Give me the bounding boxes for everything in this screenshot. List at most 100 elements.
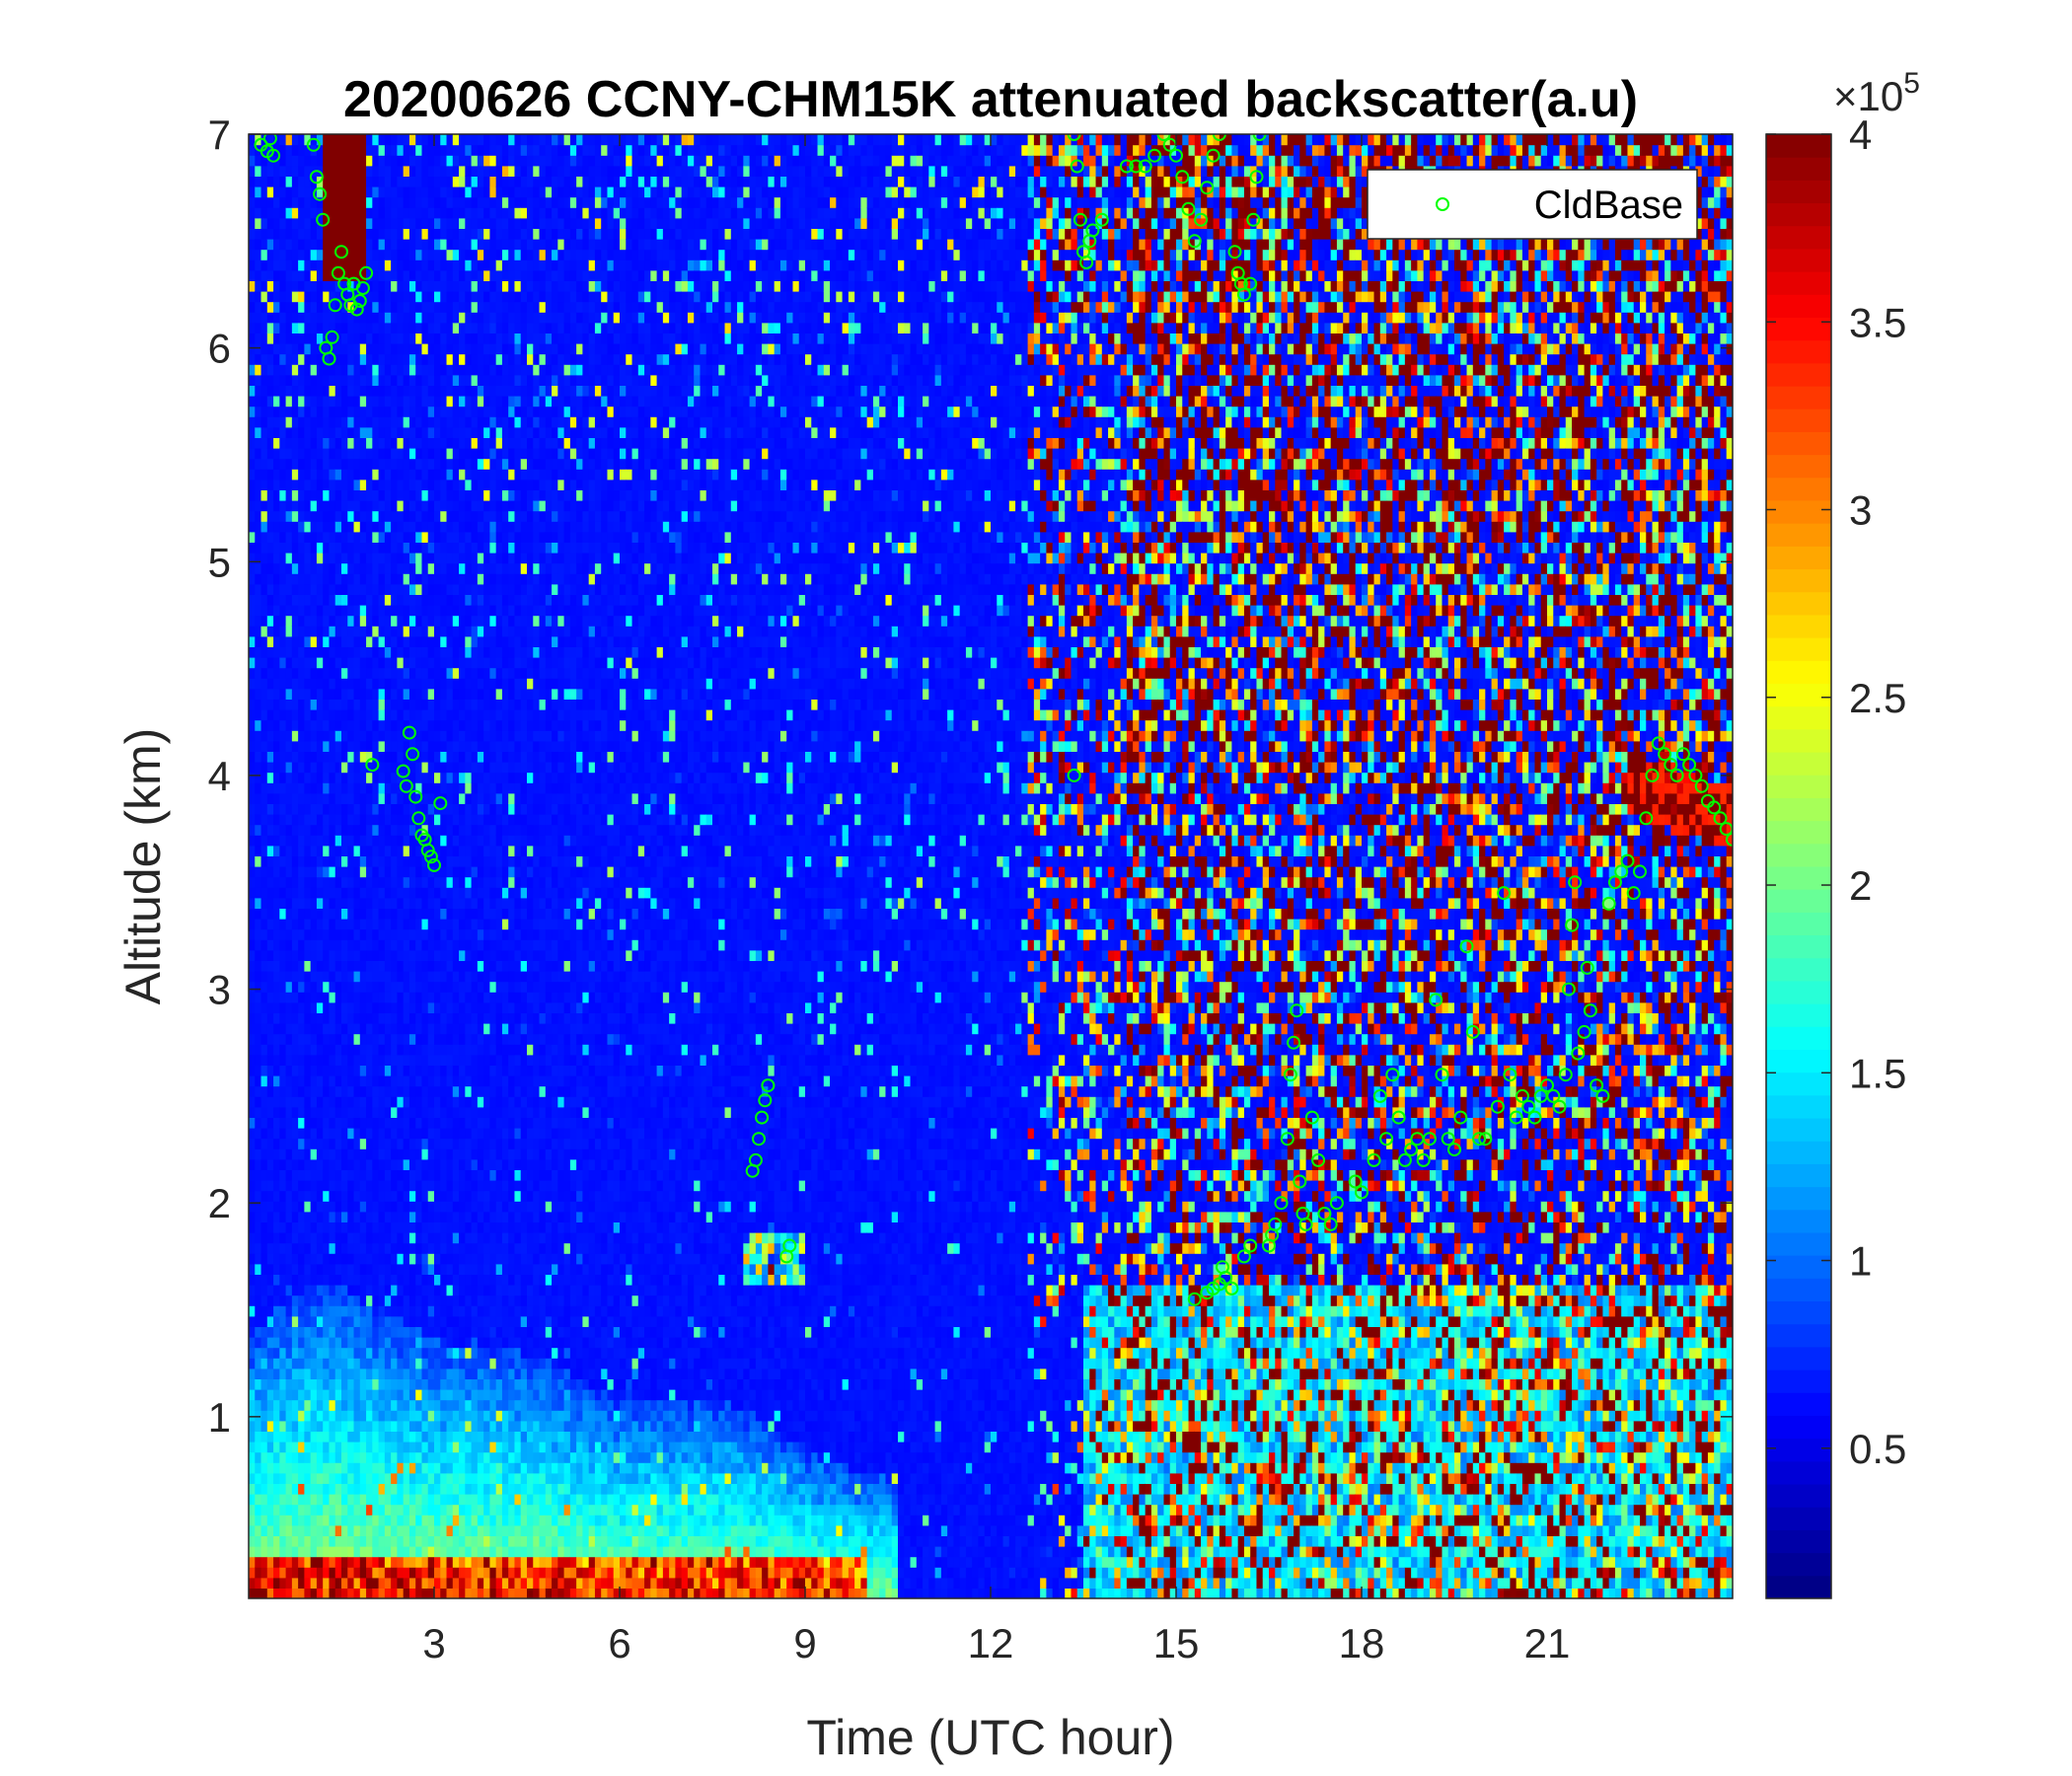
heatmap-cell	[409, 1546, 416, 1557]
heatmap-cell	[311, 1117, 318, 1128]
heatmap-cell	[279, 1557, 286, 1568]
heatmap-cell	[323, 846, 330, 856]
heatmap-cell	[279, 657, 286, 668]
heatmap-cell	[329, 782, 335, 793]
heatmap-cell	[385, 354, 392, 365]
heatmap-cell	[447, 511, 454, 522]
heatmap-cell	[415, 1567, 422, 1578]
heatmap-cell	[323, 939, 330, 950]
heatmap-cell	[249, 1546, 256, 1557]
heatmap-cell	[447, 1494, 454, 1505]
heatmap-cell	[298, 730, 305, 741]
heatmap-cell	[379, 1348, 386, 1359]
heatmap-cell	[360, 1191, 367, 1202]
heatmap-cell	[354, 1107, 361, 1118]
heatmap-cell	[298, 1400, 305, 1411]
heatmap-cell	[465, 1295, 472, 1306]
heatmap-cell	[440, 448, 447, 459]
heatmap-cell	[409, 887, 416, 898]
heatmap-cell	[415, 542, 422, 553]
heatmap-cell	[354, 448, 361, 459]
heatmap-cell	[453, 1034, 460, 1045]
heatmap-cell	[385, 1326, 392, 1337]
heatmap-cell	[255, 668, 261, 679]
heatmap-cell	[335, 1316, 342, 1327]
heatmap-cell	[404, 1567, 410, 1578]
heatmap-cell	[279, 992, 286, 1002]
heatmap-cell	[273, 782, 280, 793]
heatmap-cell	[335, 1201, 342, 1212]
heatmap-cell	[421, 259, 428, 270]
heatmap-cell	[366, 385, 373, 396]
heatmap-cell	[347, 793, 354, 804]
heatmap-cell	[366, 1337, 373, 1348]
heatmap-cell	[292, 1107, 299, 1118]
heatmap-cell	[304, 1295, 311, 1306]
heatmap-cell	[428, 751, 435, 762]
heatmap-cell	[354, 1578, 361, 1589]
heatmap-cell	[447, 259, 454, 270]
heatmap-cell	[286, 1295, 293, 1306]
heatmap-cell	[397, 584, 404, 595]
heatmap-cell	[379, 1274, 386, 1285]
heatmap-cell	[360, 489, 367, 500]
heatmap-cell	[397, 814, 404, 825]
heatmap-cell	[267, 1148, 274, 1159]
heatmap-cell	[428, 762, 435, 773]
heatmap-cell	[428, 1483, 435, 1494]
heatmap-cell	[354, 814, 361, 825]
heatmap-cell	[279, 553, 286, 563]
heatmap-cell	[404, 176, 410, 186]
heatmap-cell	[447, 1462, 454, 1473]
heatmap-cell	[279, 835, 286, 846]
heatmap-cell	[434, 1055, 441, 1066]
heatmap-cell	[366, 333, 373, 343]
heatmap-cell	[428, 145, 435, 156]
heatmap-cell	[273, 1389, 280, 1400]
heatmap-cell	[421, 489, 428, 500]
heatmap-cell	[409, 1075, 416, 1086]
heatmap-cell	[354, 992, 361, 1002]
heatmap-cell	[428, 427, 435, 438]
heatmap-cell	[434, 950, 441, 961]
heatmap-cell	[249, 197, 256, 208]
heatmap-cell	[261, 270, 268, 281]
heatmap-cell	[465, 1567, 472, 1578]
heatmap-cell	[329, 866, 335, 877]
heatmap-cell	[397, 416, 404, 427]
heatmap-cell	[415, 898, 422, 909]
heatmap-cell	[366, 960, 373, 971]
heatmap-cell	[391, 919, 398, 929]
heatmap-cell	[304, 239, 311, 250]
heatmap-cell	[317, 553, 324, 563]
heatmap-cell	[385, 898, 392, 909]
heatmap-cell	[453, 803, 460, 814]
heatmap-cell	[440, 825, 447, 836]
heatmap-cell	[292, 1295, 299, 1306]
heatmap-cell	[391, 1348, 398, 1359]
heatmap-cell	[329, 1086, 335, 1097]
heatmap-cell	[440, 573, 447, 584]
heatmap-cell	[459, 1191, 466, 1202]
heatmap-cell	[261, 218, 268, 229]
heatmap-cell	[354, 176, 361, 186]
heatmap-cell	[391, 825, 398, 836]
heatmap-cell	[298, 1086, 305, 1097]
heatmap-cell	[298, 302, 305, 313]
heatmap-cell	[360, 1201, 367, 1212]
heatmap-cell	[360, 782, 367, 793]
heatmap-cell	[267, 1117, 274, 1128]
heatmap-cell	[453, 1148, 460, 1159]
heatmap-cell	[372, 532, 379, 543]
heatmap-cell	[273, 1159, 280, 1170]
heatmap-cell	[372, 280, 379, 291]
heatmap-cell	[292, 354, 299, 365]
heatmap-cell	[317, 1473, 324, 1484]
heatmap-cell	[335, 1212, 342, 1222]
heatmap-cell	[292, 250, 299, 260]
heatmap-cell	[273, 480, 280, 490]
heatmap-cell	[286, 239, 293, 250]
heatmap-cell	[465, 1588, 472, 1598]
heatmap-cell	[434, 1410, 441, 1421]
heatmap-cell	[329, 1483, 335, 1494]
